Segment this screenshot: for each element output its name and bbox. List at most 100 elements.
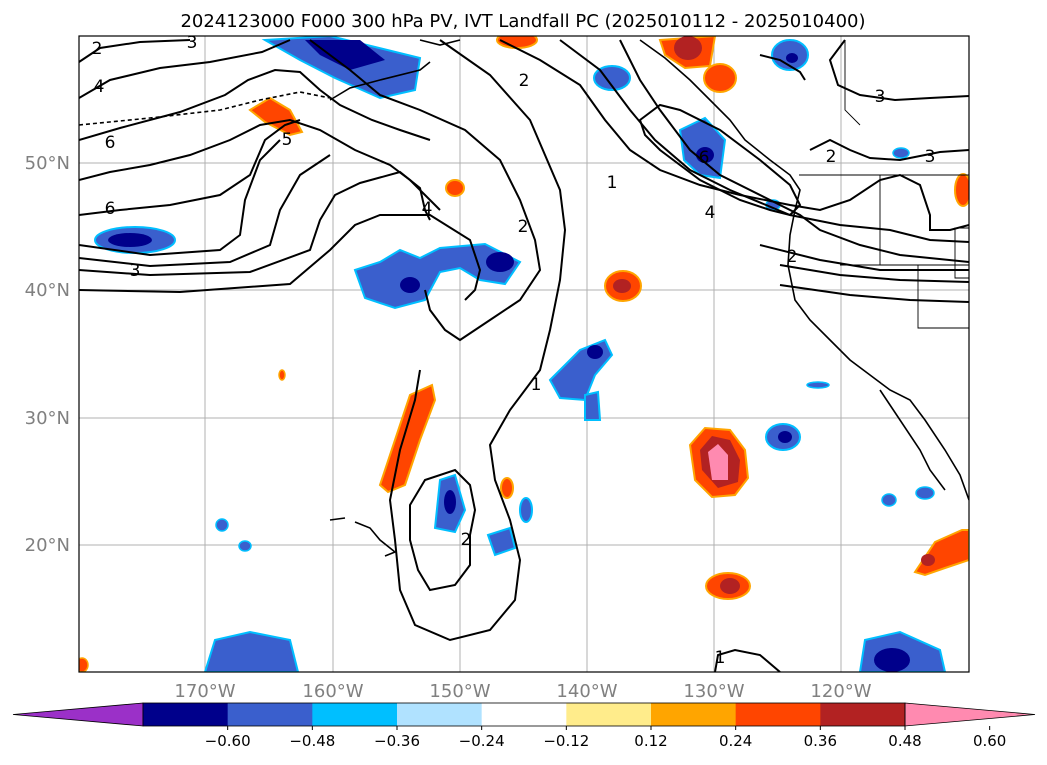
lat-tick-labels: 20°N 30°N 40°N 50°N [25, 153, 70, 556]
contour-e [79, 119, 301, 216]
contour-r [759, 244, 969, 271]
coast-hawaii-b [354, 521, 397, 557]
patch-neg-central [353, 242, 522, 310]
colorbar [12, 702, 1036, 727]
contour-label: 1 [607, 173, 618, 193]
coast-alaska-peninsula [329, 61, 431, 101]
filled-anomalies [79, 36, 969, 672]
colorbar-extend-min [12, 702, 144, 727]
contour-label: 4 [422, 199, 433, 219]
contour-q [779, 264, 969, 283]
contour-labels: 2 3 4 6 6 3 5 4 2 2 1 2 1 2 3 3 2 6 4 1 [92, 36, 936, 668]
colorbar-segment [651, 703, 737, 726]
contour-b [79, 39, 291, 99]
patch-neg-bc-coast [678, 116, 727, 180]
patch-neg-subtropic [433, 473, 533, 557]
lat-tick-40n: 40°N [25, 280, 70, 301]
colorbar-tick-label: −0.24 [459, 732, 505, 750]
contour-c [79, 68, 431, 141]
lon-tick-160w: 160°W [302, 681, 363, 702]
contour-label: 5 [282, 130, 293, 150]
contour-label: 3 [130, 261, 141, 281]
patch-pos-central [378, 270, 642, 499]
lon-tick-130w: 130°W [683, 681, 744, 702]
colorbar-tick-label: −0.12 [543, 732, 589, 750]
colorbar-frame [142, 702, 906, 727]
contour-l [409, 468, 477, 592]
contour-o [619, 39, 969, 263]
contour-j [309, 39, 542, 342]
contour-label: 3 [875, 87, 886, 107]
coast-na-west [639, 39, 969, 501]
contour-label: 2 [826, 147, 837, 167]
colorbar-extend-max [904, 702, 1036, 727]
contour-label: 1 [531, 375, 542, 395]
contour-label: 3 [925, 147, 936, 167]
coast-aleutians [79, 91, 331, 126]
patch-pos-gulf [248, 36, 969, 207]
patch-neg-east-pac [548, 338, 614, 421]
colorbar-tick-label: 0.24 [719, 732, 752, 750]
coastlines [79, 39, 969, 557]
colorbar-segment [566, 703, 652, 726]
lon-tick-150w: 150°W [429, 681, 490, 702]
colorbar-segment [735, 703, 821, 726]
contour-p [638, 103, 802, 217]
contour-h [79, 170, 431, 277]
contour-i [79, 214, 482, 301]
map-frame [78, 35, 970, 673]
contour-a [79, 39, 191, 63]
contour-t [759, 54, 806, 81]
colorbar-tick-label: 0.12 [634, 732, 667, 750]
coast-alaska-south [419, 39, 461, 46]
border-state-c [917, 265, 969, 329]
lon-tick-170w: 170°W [174, 681, 235, 702]
lat-tick-20n: 20°N [25, 535, 70, 556]
contour-label: 2 [519, 71, 530, 91]
pv-contours [79, 39, 969, 672]
contour-label: 6 [699, 148, 710, 168]
lon-tick-140w: 140°W [556, 681, 617, 702]
contour-label: 6 [105, 133, 116, 153]
map-title: 2024123000 F000 300 hPa PV, IVT Landfall… [180, 11, 865, 32]
lon-tick-120w: 120°W [810, 681, 871, 702]
map-panel: 2 3 4 6 6 3 5 4 2 2 1 2 1 2 3 3 2 6 4 1 [78, 35, 970, 673]
contour-u [828, 39, 969, 102]
colorbar-tick-label: −0.36 [374, 732, 420, 750]
patch-neg-gulf-alaska [261, 36, 422, 100]
colorbar-ticks: −0.60 −0.48 −0.36 −0.24 −0.12 0.12 0.24 0.36 0.4… [205, 726, 1006, 750]
coast-baja [879, 389, 946, 491]
colorbar-segment [143, 703, 229, 726]
map-background [79, 36, 969, 672]
coast-hawaii-a [329, 517, 346, 521]
colorbar-segment [312, 703, 398, 726]
colorbar-tick-label: 0.36 [804, 732, 837, 750]
lat-tick-50n: 50°N [25, 153, 70, 174]
contour-m [499, 39, 969, 231]
colorbar-tick-label: −0.48 [289, 732, 335, 750]
patch-neg-misc [203, 39, 947, 672]
contour-g [79, 154, 331, 268]
contour-label: 2 [787, 247, 798, 267]
colorbar-tick-label: 0.48 [888, 732, 921, 750]
contour-w [714, 648, 781, 672]
contour-v [809, 138, 969, 162]
patch-pos-subtropic-east [79, 369, 969, 672]
lat-tick-30n: 30°N [25, 408, 70, 429]
contour-f [79, 139, 281, 257]
contour-k [388, 39, 567, 642]
colorbar-tick-label: −0.60 [205, 732, 251, 750]
contour-label: 2 [92, 39, 103, 59]
colorbar-tick-label: 0.60 [973, 732, 1006, 750]
colorbar-segment [481, 703, 567, 726]
contour-s [779, 284, 969, 303]
border-alaska-canada [844, 40, 861, 126]
colorbar-segment [397, 703, 483, 726]
colorbar-segment [820, 703, 906, 726]
contour-label: 2 [461, 530, 472, 550]
contour-label: 1 [715, 648, 726, 668]
colorbar-segment [227, 703, 313, 726]
contour-label: 2 [518, 217, 529, 237]
contour-label: 4 [705, 203, 716, 223]
